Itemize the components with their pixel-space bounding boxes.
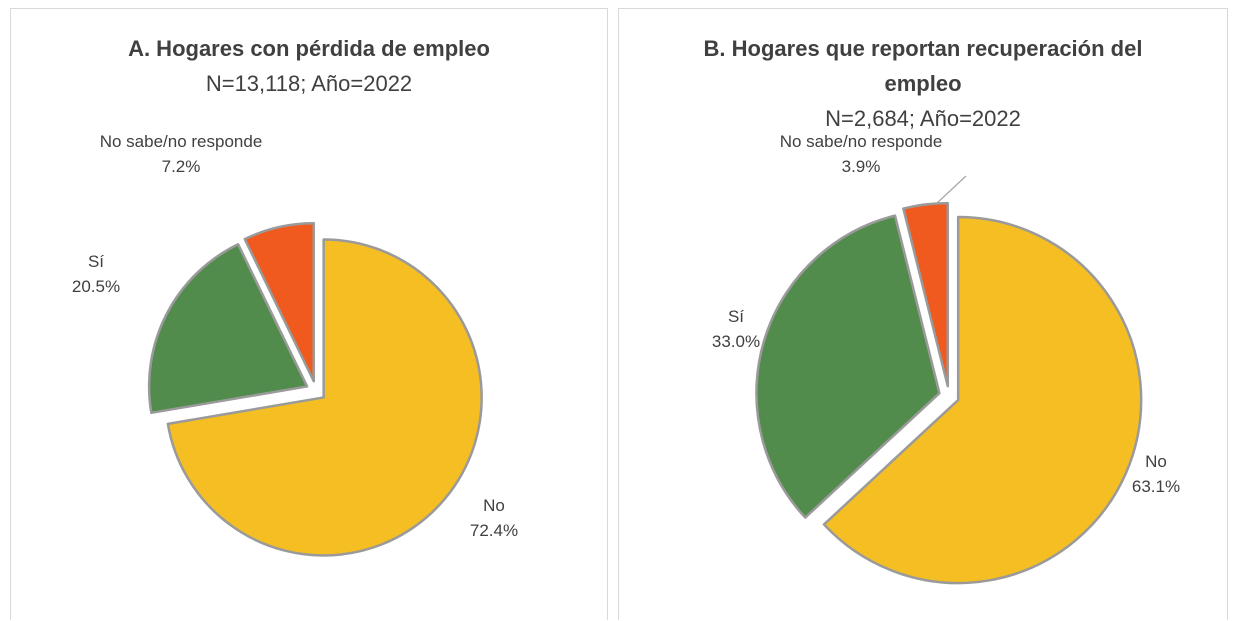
slice-category-label: Sí <box>88 252 104 271</box>
slice-value-label: 33.0% <box>712 332 760 351</box>
chart-panel: No 63.1% Sí 33.0% No sabe/no responde 3.9% B.… <box>618 8 1228 620</box>
slice-value-label: 20.5% <box>72 277 120 296</box>
chart: No 72.4% Sí 20.5% No sabe/no responde 7.2% <box>72 132 518 557</box>
chart-title-block: A. Hogares con pérdida de empleo N=13,118… <box>74 31 544 101</box>
chart-title-block: B. Hogares que reportan recuperación del… <box>688 31 1158 136</box>
slice-value-label: 3.9% <box>842 157 881 176</box>
pie-slice <box>147 243 309 415</box>
pie-slice <box>902 201 950 388</box>
slice-value-label: 7.2% <box>162 157 201 176</box>
chart-panel: No 72.4% Sí 20.5% No sabe/no responde 7.2% A.… <box>10 8 608 620</box>
slice-category-label: No sabe/no responde <box>780 132 943 151</box>
slice-category-label: Sí <box>728 307 744 326</box>
pie-slice <box>822 215 1143 585</box>
chart: No 63.1% Sí 33.0% No sabe/no responde 3.9% <box>712 132 1180 585</box>
chart-title: A. Hogares con pérdida de empleo <box>128 36 490 61</box>
chart-subtitle: N=13,118; Año=2022 <box>205 71 413 96</box>
chart-title: B. Hogares que reportan recuperación del… <box>703 36 1143 96</box>
slice-category-label: No <box>1145 452 1167 471</box>
pie-slice <box>243 222 316 383</box>
slice-category-label: No <box>483 496 505 515</box>
leader-line <box>935 175 967 205</box>
slice-value-label: 72.4% <box>470 521 518 540</box>
pie-slice <box>755 214 941 519</box>
chart-subtitle: N=2,684; Año=2022 <box>825 106 1021 131</box>
pie-slice <box>166 238 483 557</box>
slice-value-label: 63.1% <box>1132 477 1180 496</box>
slice-category-label: No sabe/no responde <box>100 132 263 151</box>
